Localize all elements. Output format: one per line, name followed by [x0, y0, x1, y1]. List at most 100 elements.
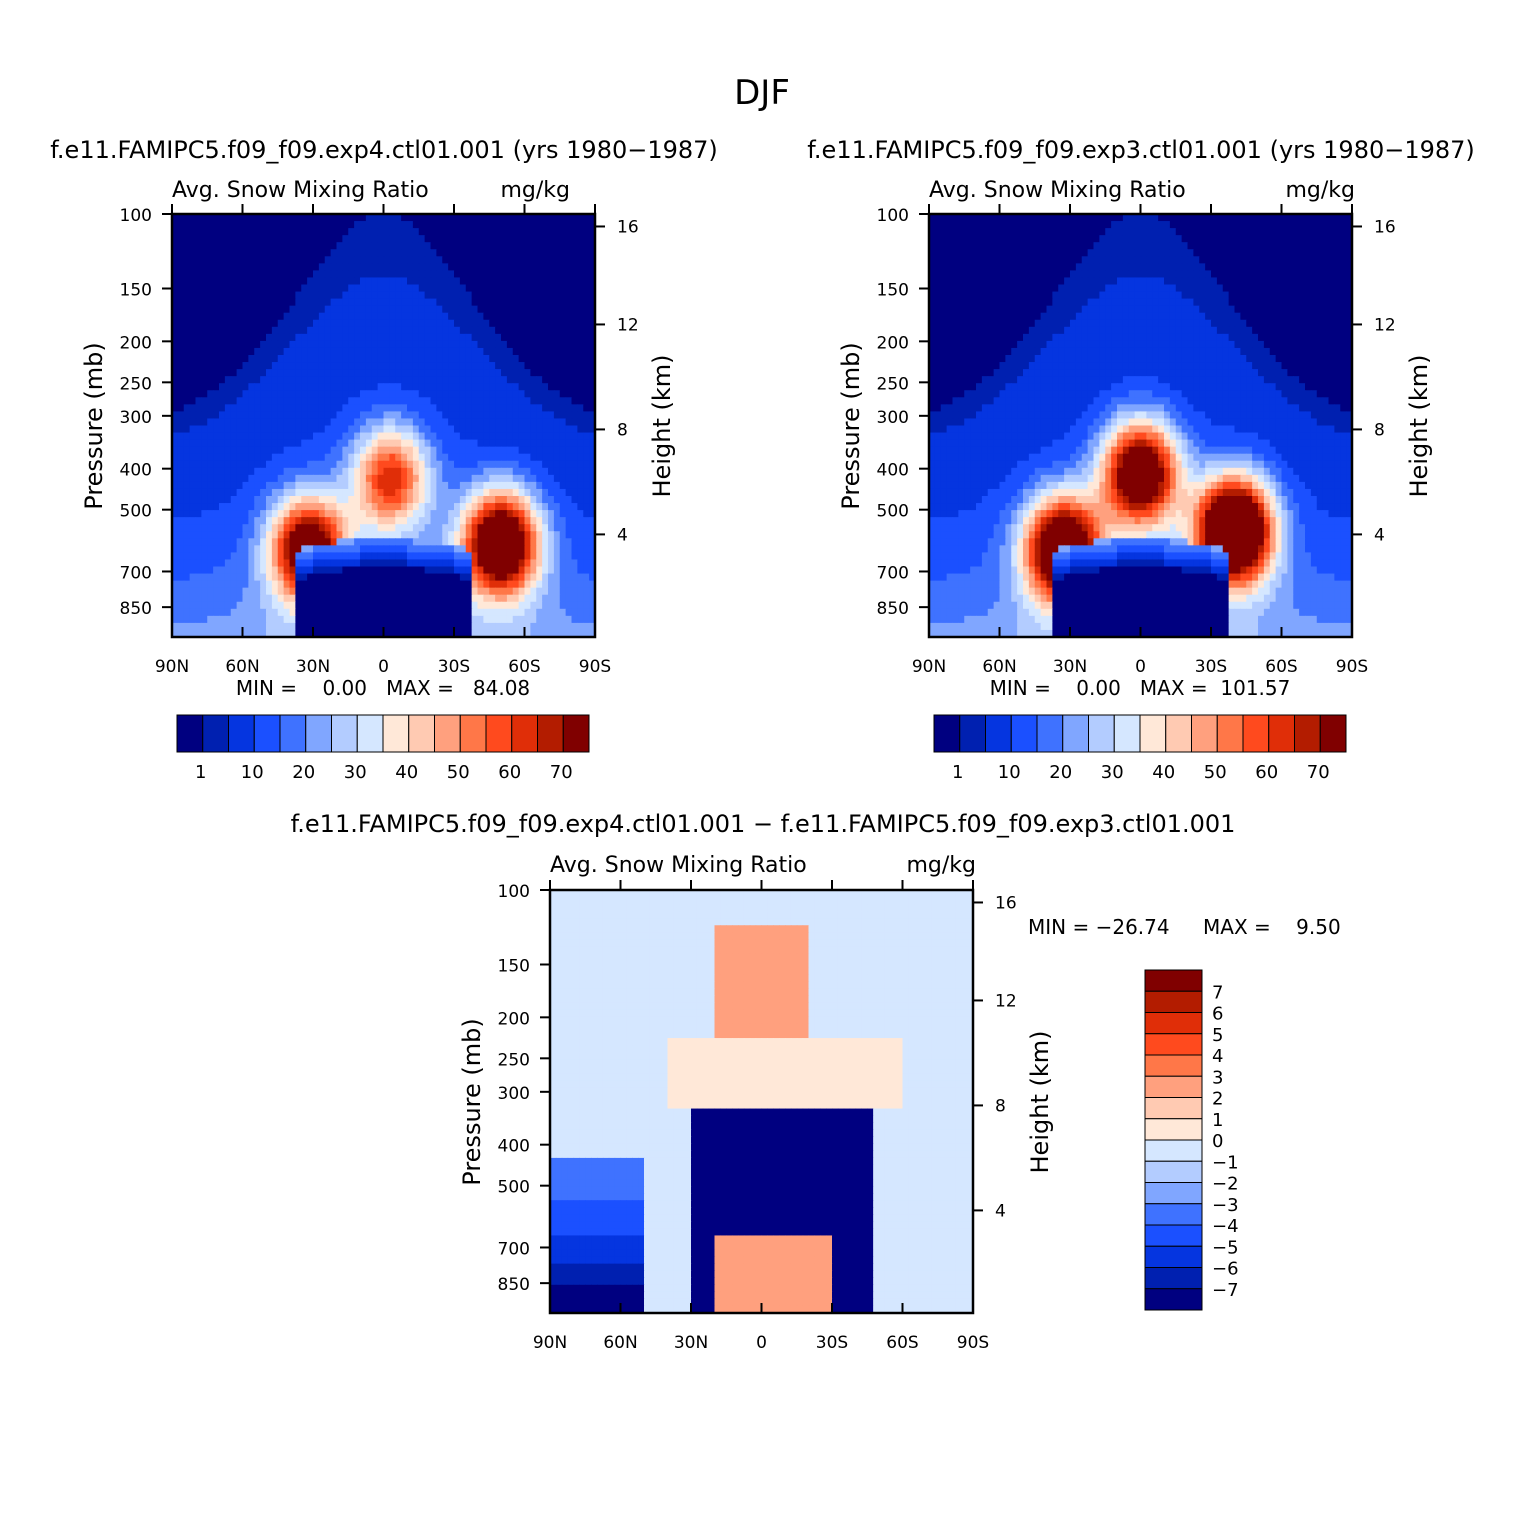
field-cell: [1328, 235, 1335, 243]
field-cell: [277, 291, 285, 300]
field-cell: [318, 397, 326, 405]
field-cell: [471, 411, 479, 420]
field-cell: [536, 594, 543, 603]
field-cell: [260, 249, 267, 257]
field-cell: [330, 256, 338, 264]
field-cell: [313, 580, 320, 589]
field-cell: [354, 397, 361, 405]
field-cell: [412, 601, 420, 610]
field-cell: [383, 326, 390, 335]
field-cell: [559, 566, 567, 575]
field-cell: [577, 221, 584, 229]
field-cell: [277, 460, 285, 469]
field-cell: [530, 404, 537, 412]
field-cell: [307, 298, 314, 307]
field-cell: [201, 510, 208, 518]
field-cell: [1169, 235, 1177, 243]
field-cell: [553, 277, 561, 286]
field-cell: [1216, 242, 1224, 250]
field-cell: [318, 517, 326, 525]
field-cell: [1234, 242, 1241, 250]
field-cell: [177, 277, 185, 286]
field-cell: [559, 474, 567, 483]
field-cell: [318, 411, 326, 420]
field-cell: [442, 453, 449, 462]
field-cell: [360, 355, 367, 363]
field-cell: [1052, 256, 1059, 264]
field-cell: [477, 284, 484, 293]
field-cell: [424, 347, 432, 356]
field-cell: [195, 474, 202, 483]
field-cell: [589, 249, 595, 257]
field-cell: [1046, 214, 1053, 222]
field-cell: [571, 425, 578, 434]
field-cell: [383, 608, 390, 617]
field-cell: [958, 263, 965, 271]
field-cell: [389, 559, 396, 568]
field-cell: [565, 284, 573, 293]
field-cell: [559, 319, 567, 328]
field-cell: [324, 460, 332, 469]
field-cell: [571, 432, 578, 441]
field-cell: [324, 474, 332, 483]
field-cell: [454, 291, 461, 300]
field-cell: [371, 277, 379, 286]
field-cell: [254, 587, 261, 596]
field-cell: [483, 298, 490, 307]
field-cell: [430, 383, 437, 391]
field-cell: [465, 629, 473, 637]
field-cell: [1146, 228, 1153, 236]
field-cell: [277, 587, 285, 596]
field-cell: [530, 369, 537, 377]
field-cell: [530, 298, 537, 307]
field-cell: [530, 411, 537, 420]
field-cell: [559, 333, 567, 342]
field-cell: [313, 474, 320, 483]
field-cell: [442, 587, 449, 596]
field-cell: [224, 474, 232, 483]
field-cell: [477, 580, 484, 589]
field-cell: [183, 383, 191, 391]
field-cell: [559, 284, 567, 293]
field-cell: [459, 277, 467, 286]
field-cell: [360, 242, 367, 250]
field-cell: [583, 305, 590, 314]
field-cell: [195, 256, 202, 264]
field-cell: [301, 566, 308, 575]
field-cell: [266, 249, 273, 257]
field-cell: [236, 305, 244, 314]
field-cell: [383, 587, 390, 596]
field-cell: [377, 587, 385, 596]
field-cell: [1111, 214, 1118, 222]
field-cell: [542, 214, 549, 222]
field-cell: [1158, 256, 1165, 264]
field-cell: [230, 460, 238, 469]
field-cell: [336, 390, 343, 398]
field-cell: [506, 404, 514, 412]
panel-exp4: f.e11.FAMIPC5.f09_f09.exp4.ctl01.001 (yr…: [50, 136, 718, 783]
field-cell: [454, 503, 461, 511]
field-cell: [553, 439, 561, 448]
field-cell: [365, 552, 373, 561]
field-cell: [324, 594, 332, 603]
field-cell: [389, 629, 396, 637]
field-cell: [172, 319, 179, 328]
field-cell: [189, 326, 197, 335]
field-cell: [271, 622, 279, 631]
field-cell: [548, 615, 555, 624]
field-cell: [219, 256, 226, 264]
field-cell: [301, 397, 308, 405]
field-cell: [230, 376, 238, 384]
field-cell: [336, 594, 343, 603]
field-cell: [266, 531, 273, 539]
field-cell: [471, 270, 479, 279]
field-cell: [177, 284, 185, 293]
field-cell: [383, 242, 390, 250]
field-cell: [1117, 228, 1124, 236]
field-cell: [981, 235, 989, 243]
field-cell: [583, 552, 590, 561]
field-cell: [336, 601, 343, 610]
field-cell: [940, 228, 948, 236]
field-cell: [940, 270, 948, 279]
field-cell: [207, 629, 214, 637]
